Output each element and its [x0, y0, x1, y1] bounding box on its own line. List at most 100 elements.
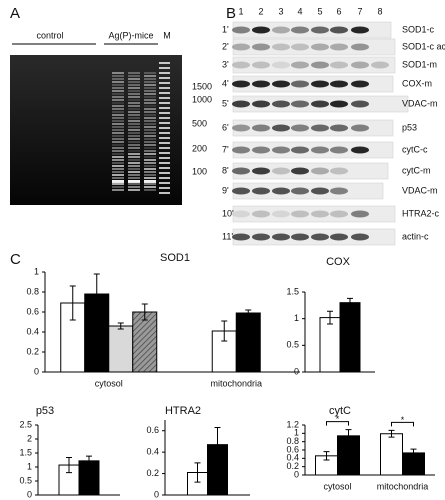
gel-smear: [112, 120, 124, 122]
gel-smear: [128, 150, 140, 152]
blot-band: [330, 233, 348, 241]
ladder-band: [159, 117, 170, 119]
gel-smear: [112, 72, 124, 74]
gel-smear: [144, 186, 156, 188]
gel-smear: [144, 90, 156, 92]
gel-smear: [144, 189, 156, 191]
blot-band: [351, 26, 369, 34]
gel-smear: [144, 108, 156, 110]
gel-smear: [144, 78, 156, 80]
chart-title: HTRA2: [165, 405, 201, 417]
blot-band: [330, 43, 348, 51]
x-tick-label: mitochondria: [210, 378, 262, 388]
panel-label: C: [10, 251, 21, 268]
gel-bands: [112, 62, 170, 194]
error-bar: [141, 303, 148, 321]
blot-band: [291, 146, 309, 154]
blot-band: [291, 43, 309, 51]
marker-label: 500: [192, 118, 207, 128]
gel-smear: [128, 153, 140, 155]
lane-number: 4: [297, 6, 302, 16]
blot-band: [291, 167, 309, 175]
gel-smear: [112, 141, 124, 143]
gel-smear: [112, 150, 124, 152]
lane-number: 8: [377, 6, 382, 16]
ladder-band: [159, 97, 170, 99]
blot-band: [351, 210, 369, 218]
row-label: COX-m: [402, 78, 432, 88]
row-id: 10': [222, 208, 234, 218]
gel-smear: [128, 177, 140, 179]
gel-smear: [112, 153, 124, 155]
y-tick-label: 1: [294, 428, 299, 438]
row-id: 5': [222, 98, 229, 108]
gel-smear: [144, 141, 156, 143]
gel-smear: [112, 159, 124, 161]
gel-smear: [144, 129, 156, 131]
gel-smear: [144, 156, 156, 158]
gel-smear: [144, 117, 156, 119]
gel-smear: [128, 156, 140, 158]
blot-band: [371, 61, 389, 69]
blot-band: [232, 187, 250, 195]
chart-title: cytC: [329, 405, 351, 417]
blot-band: [272, 124, 290, 132]
error-bar: [221, 320, 228, 342]
lane-label: Ag(P)-mice: [108, 30, 153, 40]
blot-band: [351, 80, 369, 88]
blot-band: [272, 61, 290, 69]
gel-band: [144, 180, 156, 183]
blot-band: [272, 187, 290, 195]
gel-smear: [112, 186, 124, 188]
row-id: 11': [222, 231, 233, 241]
ladder-band: [159, 157, 170, 159]
gel-smear: [144, 75, 156, 77]
lane-number: 1: [238, 6, 243, 16]
marker-label: 1500: [192, 81, 212, 91]
blot-band: [252, 26, 270, 34]
gel-smear: [144, 84, 156, 86]
blot-band: [330, 26, 348, 34]
x-tick-label: cytosol: [323, 481, 351, 491]
gel-smear: [128, 186, 140, 188]
gel-smear: [112, 129, 124, 131]
blot-band: [291, 210, 309, 218]
error-bar: [86, 455, 92, 467]
ladder-band: [159, 77, 170, 79]
y-tick-label: 1: [34, 266, 39, 276]
gel-smear: [112, 90, 124, 92]
lane-number: 5: [317, 6, 322, 16]
blot-band: [252, 43, 270, 51]
marker-label: 1000: [192, 94, 212, 104]
gel-smear: [128, 78, 140, 80]
y-tick-label: 0.2: [146, 468, 159, 478]
row-label: VDAC-m: [402, 185, 438, 195]
blot-band: [252, 167, 270, 175]
gel-smear: [128, 174, 140, 176]
chart-title: SOD1: [160, 252, 190, 264]
blot-band: [291, 61, 309, 69]
gel-smear: [112, 144, 124, 146]
ladder-band: [159, 192, 170, 194]
blot-band: [252, 233, 270, 241]
gel-smear: [144, 126, 156, 128]
blot-band: [272, 146, 290, 154]
blot-band: [232, 80, 250, 88]
panel-label: A: [10, 5, 20, 22]
gel-smear: [112, 183, 124, 185]
gel-smear: [112, 174, 124, 176]
gel-smear: [128, 111, 140, 113]
marker-label: 100: [192, 166, 207, 176]
lane-number: 3: [278, 6, 283, 16]
gel-smear: [144, 153, 156, 155]
gel-smear: [112, 132, 124, 134]
y-tick-label: 2: [27, 433, 32, 443]
y-tick-label: 0.8: [26, 286, 39, 296]
gel-smear: [128, 117, 140, 119]
gel-smear: [128, 84, 140, 86]
gel-smear: [144, 171, 156, 173]
blot-band: [252, 187, 270, 195]
gel-smear: [128, 126, 140, 128]
gel-smear: [128, 87, 140, 89]
ladder-band: [159, 72, 170, 74]
